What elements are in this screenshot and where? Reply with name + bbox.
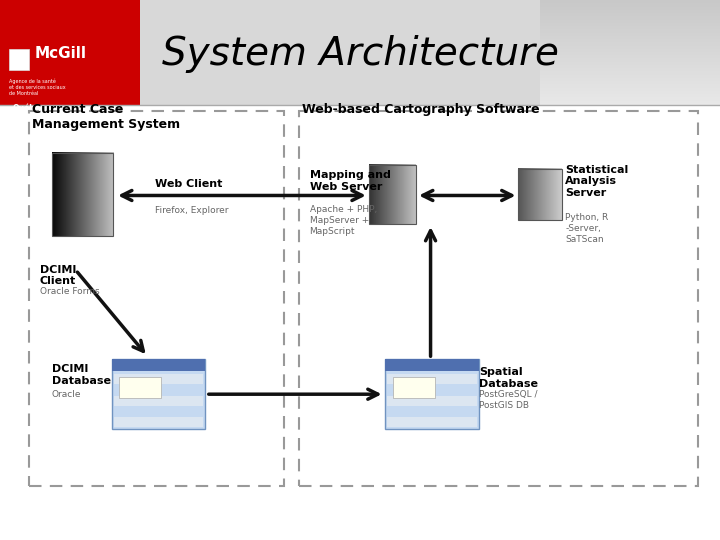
Text: System Architecture: System Architecture: [162, 35, 559, 73]
Text: Mapping and
Web Server: Mapping and Web Server: [310, 170, 390, 192]
FancyBboxPatch shape: [385, 359, 479, 429]
FancyBboxPatch shape: [385, 359, 479, 371]
Text: Firefox, Explorer: Firefox, Explorer: [155, 206, 228, 215]
FancyBboxPatch shape: [114, 407, 203, 416]
Text: Statistical
Analysis
Server: Statistical Analysis Server: [565, 165, 629, 198]
Text: Agence de la santé
et des services sociaux
de Montréal: Agence de la santé et des services socia…: [9, 78, 66, 96]
FancyBboxPatch shape: [114, 385, 203, 395]
FancyBboxPatch shape: [387, 396, 477, 406]
FancyBboxPatch shape: [112, 359, 205, 429]
Text: McGill: McGill: [35, 46, 86, 62]
Text: Current Case
Management System: Current Case Management System: [32, 103, 181, 131]
Text: Web Client: Web Client: [155, 179, 222, 188]
Text: Oracle Forms: Oracle Forms: [40, 287, 99, 296]
Text: DCIMI
Database: DCIMI Database: [52, 364, 111, 386]
Text: Web-based Cartography Software: Web-based Cartography Software: [302, 103, 540, 116]
FancyBboxPatch shape: [114, 396, 203, 406]
Text: Québec: Québec: [13, 104, 45, 113]
FancyBboxPatch shape: [112, 359, 205, 371]
FancyBboxPatch shape: [119, 377, 161, 397]
Text: PostGreSQL /
PostGIS DB: PostGreSQL / PostGIS DB: [479, 390, 537, 410]
FancyBboxPatch shape: [387, 407, 477, 416]
FancyBboxPatch shape: [0, 0, 720, 105]
FancyBboxPatch shape: [387, 385, 477, 395]
Text: DCIMI
Client: DCIMI Client: [40, 265, 76, 286]
Text: Spatial
Database: Spatial Database: [479, 367, 538, 389]
FancyBboxPatch shape: [387, 417, 477, 427]
Text: Python, R
-Server,
SaTScan: Python, R -Server, SaTScan: [565, 213, 608, 245]
FancyBboxPatch shape: [392, 377, 435, 397]
FancyBboxPatch shape: [0, 0, 140, 105]
FancyBboxPatch shape: [114, 417, 203, 427]
Text: Apache + PHP,
MapServer +
MapScript: Apache + PHP, MapServer + MapScript: [310, 205, 377, 237]
FancyBboxPatch shape: [114, 374, 203, 384]
Text: Oracle: Oracle: [52, 390, 81, 399]
Text: Santé publique: Santé publique: [25, 112, 63, 117]
FancyBboxPatch shape: [9, 49, 29, 70]
FancyBboxPatch shape: [387, 374, 477, 384]
